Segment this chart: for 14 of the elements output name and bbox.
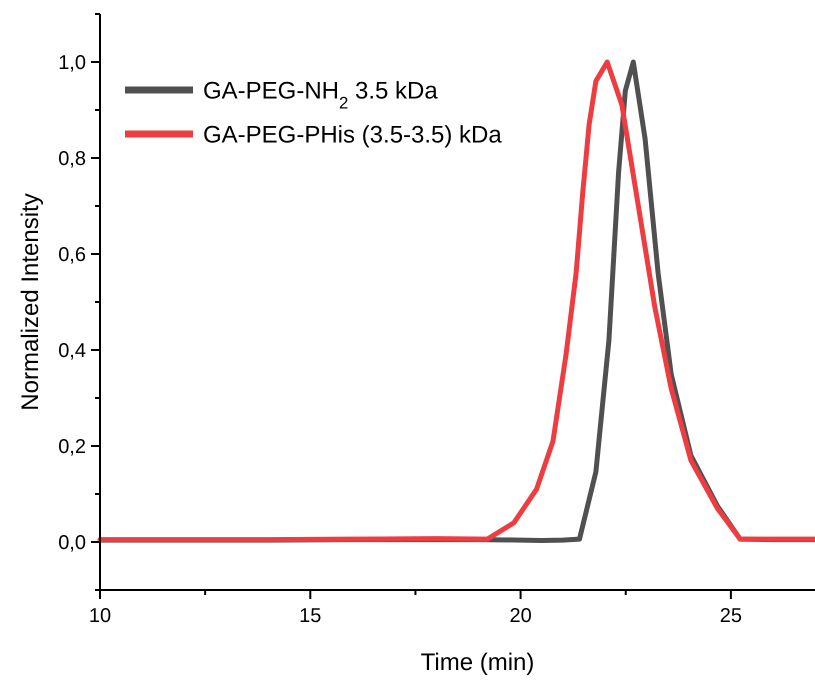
y-tick-label: 0,4: [58, 340, 86, 362]
x-tick-label: 15: [299, 605, 322, 627]
y-tick-label: 0,2: [58, 436, 86, 458]
y-tick-label: 1,0: [58, 52, 86, 74]
legend-label: GA-PEG-NH$_{2}$ 3.5 kDa: [203, 77, 438, 112]
x-axis-title: Time (min): [420, 649, 534, 676]
y-axis-title: Normalized Intensity: [17, 193, 44, 411]
y-tick-label: 0,0: [58, 532, 86, 554]
legend-label: GA-PEG-PHis (3.5-3.5) kDa: [203, 121, 502, 148]
y-tick-label: 0,8: [58, 148, 86, 170]
x-tick-label: 25: [720, 605, 742, 627]
x-tick-label: 10: [88, 605, 112, 627]
y-tick-label: 0,6: [58, 244, 86, 266]
x-tick-label: 20: [509, 605, 532, 627]
